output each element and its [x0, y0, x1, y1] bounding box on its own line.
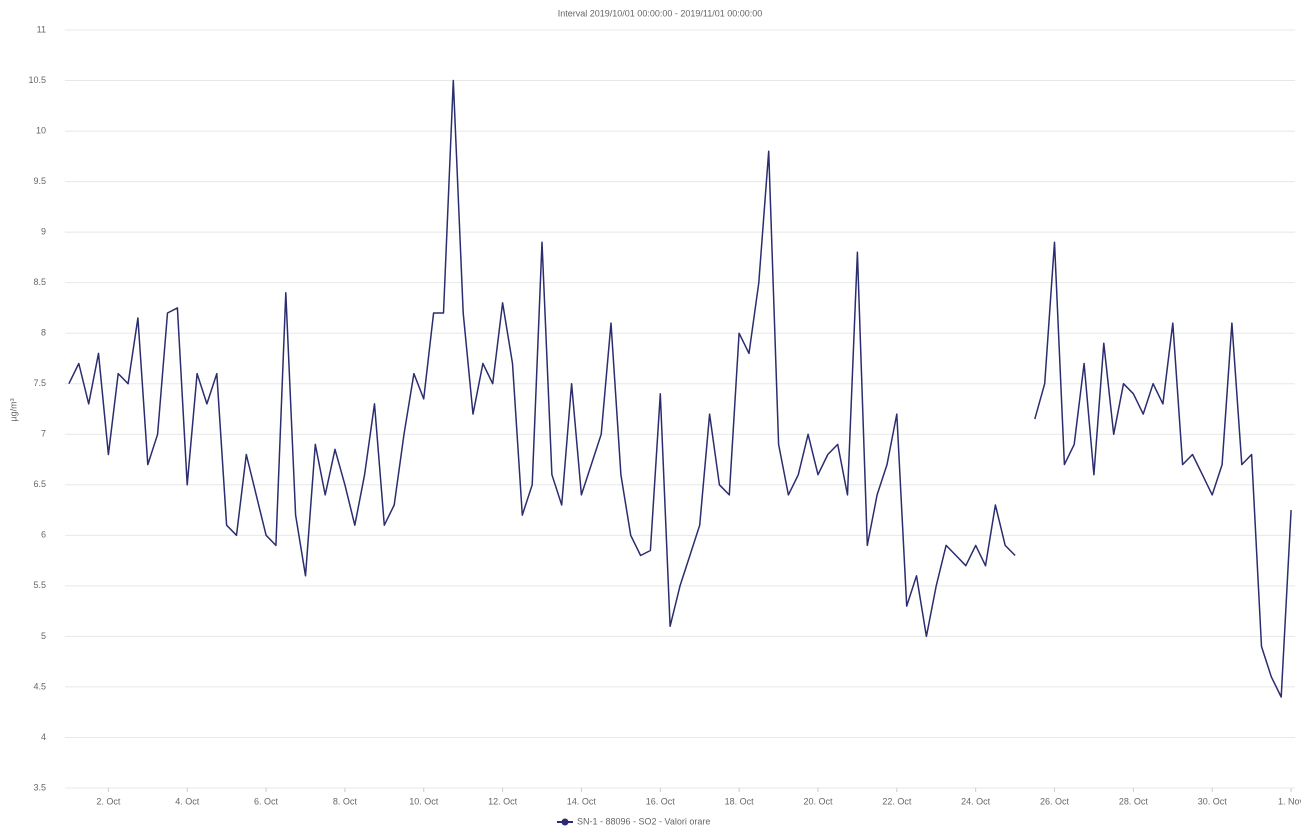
y-tick-label: 3.5: [33, 782, 46, 792]
y-tick-label: 8: [41, 328, 46, 338]
data-line: [68, 79, 1292, 698]
y-axis-label: µg/m³: [8, 398, 18, 421]
y-tick-label: 5: [41, 631, 46, 641]
x-tick-label: 10. Oct: [409, 796, 439, 806]
y-tick-label: 6: [41, 530, 46, 540]
x-tick-label: 14. Oct: [567, 796, 597, 806]
chart-title: Interval 2019/10/01 00:00:00 - 2019/11/0…: [558, 8, 763, 18]
y-tick-label: 6.5: [33, 479, 46, 489]
x-tick-label: 24. Oct: [961, 796, 991, 806]
x-tick-label: 30. Oct: [1198, 796, 1228, 806]
x-tick-label: 18. Oct: [725, 796, 755, 806]
x-tick-label: 1. Nov: [1278, 796, 1301, 806]
x-tick-label: 8. Oct: [333, 796, 358, 806]
y-tick-label: 9.5: [33, 176, 46, 186]
x-tick-label: 28. Oct: [1119, 796, 1149, 806]
x-tick-label: 6. Oct: [254, 796, 279, 806]
y-tick-label: 8.5: [33, 277, 46, 287]
x-tick-label: 26. Oct: [1040, 796, 1070, 806]
legend-marker: [561, 818, 569, 826]
x-tick-label: 4. Oct: [175, 796, 200, 806]
y-tick-label: 10.5: [28, 75, 46, 85]
y-tick-label: 7.5: [33, 378, 46, 388]
y-tick-label: 5.5: [33, 580, 46, 590]
legend-label: SN-1 - 88096 - SO2 - Valori orare: [577, 816, 710, 826]
y-tick-label: 10: [36, 125, 46, 135]
x-tick-label: 2. Oct: [96, 796, 121, 806]
y-tick-label: 9: [41, 227, 46, 237]
x-tick-label: 12. Oct: [488, 796, 518, 806]
y-tick-label: 7: [41, 429, 46, 439]
y-tick-label: 4: [41, 732, 46, 742]
x-tick-label: 22. Oct: [882, 796, 912, 806]
x-tick-label: 16. Oct: [646, 796, 676, 806]
y-tick-label: 4.5: [33, 681, 46, 691]
y-tick-label: 11: [37, 24, 46, 34]
x-tick-label: 20. Oct: [803, 796, 833, 806]
